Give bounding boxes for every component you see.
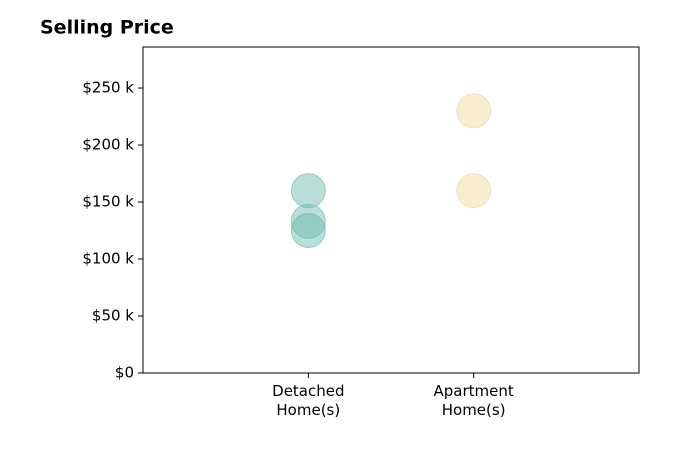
point (290, 213, 326, 249)
y-tick-label: $50 k (92, 307, 134, 325)
x-tick-label: Detached Home(s) (272, 382, 345, 419)
chart-title: Selling Price (40, 17, 174, 39)
y-tick-label: $100 k (82, 250, 134, 268)
y-tick-label: $150 k (82, 193, 134, 211)
point (456, 173, 492, 209)
point (456, 93, 492, 129)
point (290, 203, 326, 239)
point (290, 173, 326, 209)
x-tick-label: Apartment Home(s) (433, 382, 514, 419)
y-tick-label: $200 k (82, 136, 134, 154)
plot-frame (142, 46, 640, 374)
y-tick-label: $250 k (82, 79, 134, 97)
y-tick-label: $0 (115, 364, 134, 382)
